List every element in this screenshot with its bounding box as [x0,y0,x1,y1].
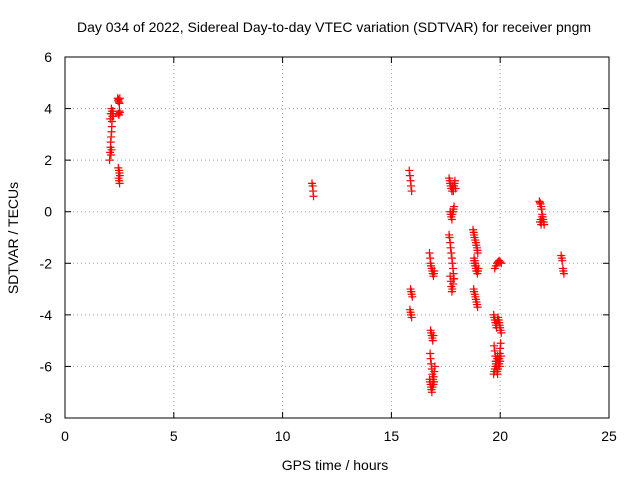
data-point [446,243,455,252]
data-point [451,184,460,193]
data-point [449,274,458,283]
data-point [473,303,482,312]
data-point [115,108,124,117]
data-point [105,156,114,165]
data-point [537,218,546,227]
grid-layer [65,57,609,418]
data-point [558,256,567,265]
data-point [429,372,438,381]
data-point [408,292,417,301]
data-point [430,267,439,276]
data-point [450,176,459,185]
data-point [497,259,506,268]
data-point [407,187,416,196]
marks-layer [105,94,568,397]
y-tick-label: -4 [40,307,53,323]
y-tick-label: 4 [44,101,52,117]
x-tick-label: 5 [170,428,178,444]
x-tick-label: 20 [492,428,508,444]
data-point [490,346,499,355]
data-point [559,269,568,278]
y-axis-label: SDTVAR / TECUs [5,182,21,294]
data-point [496,257,505,266]
data-point [406,181,415,190]
x-tick-label: 25 [601,428,617,444]
data-point [309,192,318,201]
data-point [448,285,457,294]
y-tick-label: 6 [44,49,52,65]
x-axis-label: GPS time / hours [282,457,389,473]
data-point [430,367,439,376]
data-point [538,212,547,221]
data-point [496,357,505,366]
tick-layer: 0 5 10 15 20 25 -8 -6 -4 -2 0 2 4 6 [40,49,617,444]
data-point [430,362,439,371]
y-tick-label: -2 [40,255,53,271]
data-point [445,233,454,242]
plot-frame [64,56,610,419]
data-point [107,145,116,154]
x-tick-label: 10 [275,428,291,444]
data-point [427,388,436,397]
data-point [109,112,118,121]
data-point [490,341,499,350]
data-point [537,205,546,214]
data-point [473,248,482,257]
x-tick-label: 15 [384,428,400,444]
data-point [115,179,124,188]
y-tick-label: -8 [40,410,53,426]
data-point [407,313,416,322]
data-point [405,171,414,180]
data-point [448,259,457,268]
data-point [428,377,437,386]
y-tick-label: 0 [44,204,52,220]
y-tick-label: -6 [40,358,53,374]
data-point [496,352,505,361]
data-point [428,336,437,345]
data-point [447,248,456,257]
x-tick-label: 0 [61,428,69,444]
data-point [450,202,459,211]
y-tick-label: 2 [44,152,52,168]
data-point [115,94,124,103]
data-point [425,248,434,257]
data-point [426,354,435,363]
data-point [497,328,506,337]
data-point [405,166,414,175]
data-point [429,331,438,340]
chart-title: Day 034 of 2022, Sidereal Day-to-day VTE… [77,19,591,35]
data-point [106,150,115,159]
data-point [496,339,505,348]
data-point [472,267,481,276]
